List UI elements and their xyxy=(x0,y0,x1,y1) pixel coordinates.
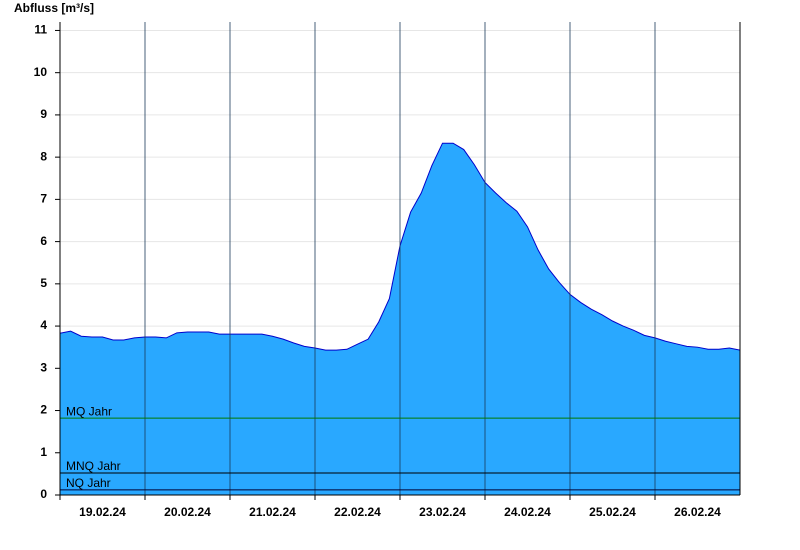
y-tick-label: 6 xyxy=(40,234,47,248)
y-tick-label: 10 xyxy=(34,65,48,79)
y-tick-label: 0 xyxy=(40,487,47,501)
x-tick-label: 25.02.24 xyxy=(589,505,636,519)
y-tick-label: 9 xyxy=(40,107,47,121)
y-tick-label: 8 xyxy=(40,149,47,163)
y-tick-label: 7 xyxy=(40,192,47,206)
y-tick-label: 4 xyxy=(40,318,47,332)
reference-label: MQ Jahr xyxy=(66,404,112,418)
reference-label: MNQ Jahr xyxy=(66,459,121,473)
y-tick-label: 1 xyxy=(40,445,47,459)
x-tick-label: 21.02.24 xyxy=(249,505,296,519)
x-tick-label: 19.02.24 xyxy=(79,505,126,519)
x-tick-label: 20.02.24 xyxy=(164,505,211,519)
x-tick-label: 23.02.24 xyxy=(419,505,466,519)
y-tick-label: 2 xyxy=(40,403,47,417)
reference-label: NQ Jahr xyxy=(66,476,111,490)
y-tick-label: 5 xyxy=(40,276,47,290)
y-axis-label: Abfluss [m³/s] xyxy=(14,1,94,15)
x-tick-label: 26.02.24 xyxy=(674,505,721,519)
x-tick-label: 24.02.24 xyxy=(504,505,551,519)
x-tick-label: 22.02.24 xyxy=(334,505,381,519)
y-tick-label: 3 xyxy=(40,360,47,374)
y-tick-label: 11 xyxy=(34,23,47,37)
